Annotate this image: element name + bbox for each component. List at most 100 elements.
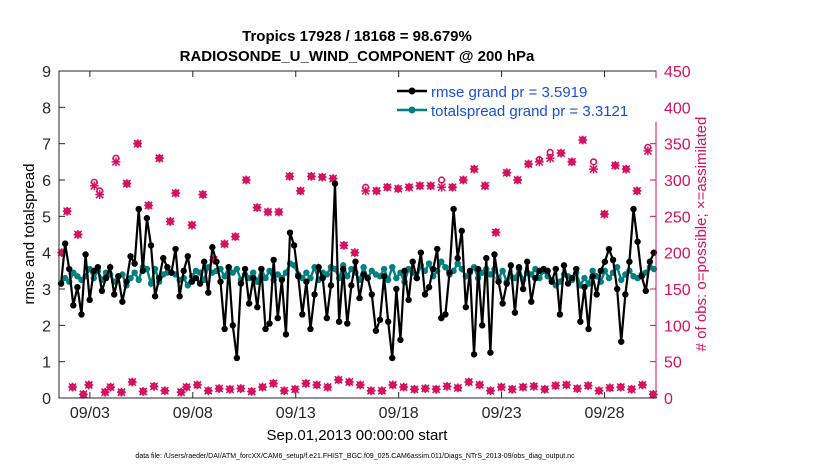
rmse-point bbox=[155, 274, 163, 282]
rmse-point bbox=[454, 254, 461, 262]
obs-assimilated-point bbox=[605, 383, 615, 393]
rmse-point bbox=[344, 320, 351, 327]
totalspread-point bbox=[360, 264, 367, 271]
obs-assimilated-point bbox=[420, 384, 430, 393]
rmse-point bbox=[474, 265, 482, 273]
totalspread-point bbox=[511, 274, 519, 282]
rmse-point bbox=[376, 316, 384, 324]
obs-assimilated-point bbox=[578, 135, 588, 145]
obs-assimilated-point bbox=[464, 377, 474, 387]
y-axis-label-right: # of obs: o=possible; ×=assimilated bbox=[693, 117, 710, 352]
totalspread-point bbox=[307, 274, 314, 282]
totalspread-point bbox=[605, 274, 613, 282]
rmse-point bbox=[487, 349, 494, 356]
obs-assimilated-point bbox=[252, 203, 262, 213]
obs-assimilated-point bbox=[513, 175, 523, 185]
obs-assimilated-point bbox=[89, 181, 99, 191]
totalspread-point bbox=[70, 269, 77, 276]
rmse-point bbox=[119, 298, 126, 305]
y-right-tick-label: 450 bbox=[664, 64, 691, 81]
totalspread-point bbox=[262, 274, 269, 282]
rmse-point bbox=[495, 278, 502, 285]
obs-assimilated-point bbox=[339, 241, 349, 250]
totalspread-point bbox=[135, 276, 142, 284]
y-axis-label-left: rmse and totalspread bbox=[21, 164, 38, 305]
obs-assimilated-point bbox=[415, 181, 425, 191]
rmse-point bbox=[205, 289, 212, 296]
obs-assimilated-point bbox=[475, 380, 485, 390]
obs-assimilated-point bbox=[453, 383, 463, 393]
rmse-point bbox=[233, 354, 241, 362]
obs-assimilated-point bbox=[518, 382, 528, 392]
rmse-point bbox=[634, 238, 641, 245]
obs-assimilated-point bbox=[203, 386, 213, 396]
rmse-point bbox=[642, 287, 649, 295]
rmse-point bbox=[479, 322, 486, 329]
obs-assimilated-point bbox=[301, 379, 311, 388]
obs-assimilated-point bbox=[73, 230, 83, 239]
rmse-point bbox=[372, 327, 380, 334]
rmse-point bbox=[622, 291, 629, 298]
obs-assimilated-point bbox=[182, 382, 191, 392]
rmse-point bbox=[303, 278, 310, 285]
y-left-tick-label: 9 bbox=[42, 64, 51, 81]
rmse-point bbox=[405, 296, 412, 304]
x-tick-label: 09/03 bbox=[70, 405, 110, 422]
rmse-point bbox=[613, 285, 621, 293]
rmse-point bbox=[184, 253, 192, 260]
obs-assimilated-point bbox=[68, 382, 77, 392]
totalspread-point bbox=[384, 276, 392, 284]
obs-assimilated-point bbox=[285, 171, 295, 181]
obs-assimilated-point bbox=[388, 380, 398, 390]
rmse-point bbox=[217, 278, 224, 285]
rmse-point bbox=[106, 264, 114, 271]
rmse-point bbox=[544, 267, 551, 275]
rmse-point bbox=[609, 256, 617, 264]
totalspread-point bbox=[229, 269, 236, 276]
obs-assimilated-point bbox=[632, 186, 642, 196]
obs-assimilated-point bbox=[230, 232, 240, 242]
plot-background bbox=[59, 71, 656, 398]
obs-assimilated-point bbox=[431, 384, 441, 394]
rmse-point bbox=[507, 262, 515, 269]
rmse-point bbox=[618, 338, 625, 345]
obs-assimilated-point bbox=[122, 179, 132, 189]
obs-assimilated-point bbox=[448, 182, 457, 192]
legend-spread-marker bbox=[408, 106, 416, 114]
legend-rmse-label: rmse grand pr = 3.5919 bbox=[431, 84, 587, 101]
totalspread-point bbox=[438, 258, 445, 265]
rmse-point bbox=[585, 325, 592, 333]
y-right-tick-label: 0 bbox=[664, 391, 673, 408]
rmse-point bbox=[290, 242, 298, 249]
rmse-point bbox=[446, 269, 453, 276]
obs-assimilated-point bbox=[524, 159, 533, 169]
y-left-tick-label: 7 bbox=[42, 137, 51, 154]
obs-assimilated-point bbox=[165, 217, 175, 226]
rmse-point bbox=[225, 264, 232, 271]
rmse-point bbox=[250, 274, 257, 282]
totalspread-point bbox=[74, 273, 81, 280]
rmse-point bbox=[560, 262, 568, 269]
obs-assimilated-point bbox=[496, 382, 506, 392]
obs-assimilated-point bbox=[507, 384, 517, 394]
totalspread-point bbox=[389, 264, 396, 271]
y-right-tick-label: 400 bbox=[664, 100, 691, 117]
obs-assimilated-point bbox=[160, 386, 170, 396]
obs-assimilated-point bbox=[486, 386, 495, 396]
y-left-tick-label: 8 bbox=[42, 100, 51, 117]
rmse-point bbox=[245, 300, 253, 307]
rmse-point bbox=[86, 296, 93, 304]
obs-assimilated-point bbox=[589, 164, 598, 174]
rmse-point bbox=[491, 251, 498, 258]
rmse-point bbox=[160, 254, 167, 262]
rmse-point bbox=[151, 293, 159, 300]
rmse-point bbox=[143, 214, 151, 222]
rmse-point bbox=[483, 254, 490, 262]
rmse-point bbox=[397, 336, 404, 344]
obs-assimilated-point bbox=[106, 382, 115, 392]
x-tick-label: 09/23 bbox=[482, 405, 522, 422]
obs-assimilated-point bbox=[149, 381, 159, 391]
obs-assimilated-point bbox=[296, 186, 305, 196]
obs-assimilated-point bbox=[323, 382, 333, 392]
